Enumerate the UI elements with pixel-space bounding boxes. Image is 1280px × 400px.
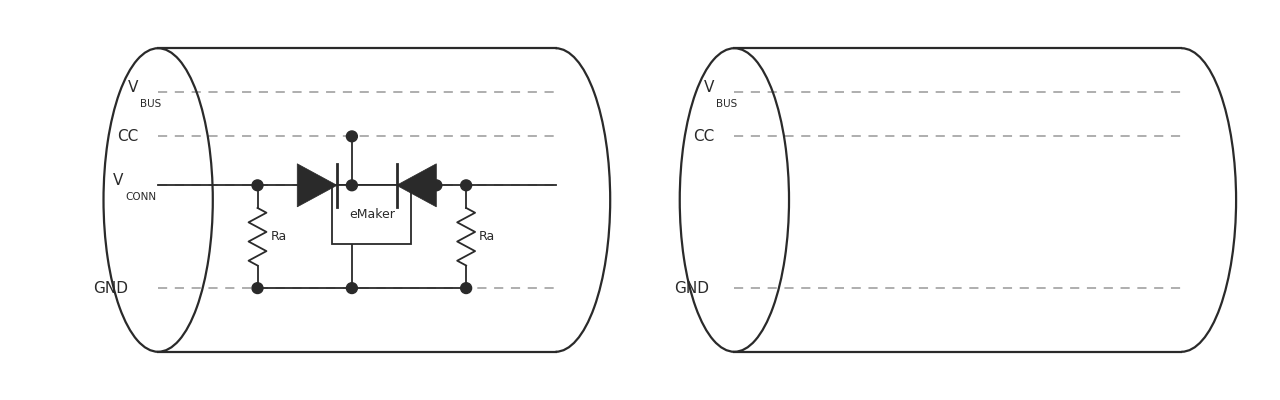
Circle shape xyxy=(461,283,471,294)
Text: eMaker: eMaker xyxy=(349,208,394,221)
Text: CC: CC xyxy=(116,129,138,144)
Text: CONN: CONN xyxy=(125,192,156,202)
Text: V: V xyxy=(704,80,714,95)
Text: GND: GND xyxy=(675,281,709,296)
Text: BUS: BUS xyxy=(141,99,161,109)
Text: Ra: Ra xyxy=(270,230,287,243)
Polygon shape xyxy=(297,164,337,207)
Bar xyxy=(332,185,411,244)
Circle shape xyxy=(431,180,442,191)
Text: CC: CC xyxy=(694,129,714,144)
Circle shape xyxy=(252,180,262,191)
Text: V: V xyxy=(128,80,138,95)
Polygon shape xyxy=(397,164,436,207)
Text: V: V xyxy=(113,173,123,188)
Text: Ra: Ra xyxy=(479,230,495,243)
Circle shape xyxy=(252,283,262,294)
Circle shape xyxy=(461,180,471,191)
Text: GND: GND xyxy=(93,281,128,296)
Circle shape xyxy=(347,180,357,191)
Text: BUS: BUS xyxy=(717,99,737,109)
Circle shape xyxy=(347,131,357,142)
Circle shape xyxy=(347,283,357,294)
